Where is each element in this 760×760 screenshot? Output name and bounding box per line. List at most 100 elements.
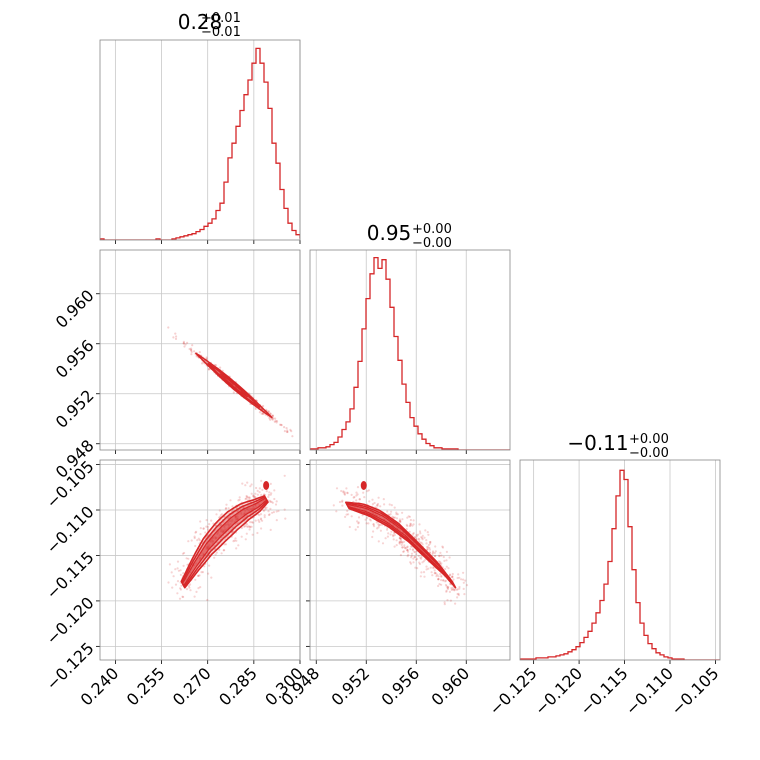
scatter-point: [346, 492, 349, 495]
title-param1-plus: +0.00: [412, 222, 452, 237]
scatter-point: [190, 353, 193, 356]
scatter-point: [437, 578, 440, 581]
scatter-point: [344, 515, 347, 519]
scatter-point: [269, 507, 272, 510]
frame-contour-0-1: [99, 249, 301, 451]
scatter-point: [202, 552, 205, 556]
scatter-point: [442, 555, 445, 559]
scatter-point: [210, 576, 213, 579]
scatter-point: [367, 489, 370, 492]
scatter-point: [204, 531, 207, 534]
scatter-point: [199, 527, 202, 530]
scatter-point: [409, 524, 412, 527]
xtick-label: 0.270: [169, 664, 215, 710]
scatter-point: [255, 486, 258, 490]
scatter-point: [258, 520, 261, 524]
scatter-point: [195, 530, 198, 534]
scatter-point: [181, 595, 184, 598]
scatter-point: [420, 541, 423, 545]
scatter-point: [409, 522, 412, 525]
scatter-point: [460, 578, 463, 581]
scatter-point: [198, 539, 201, 542]
scatter-point: [246, 507, 249, 511]
scatter-point: [236, 515, 239, 519]
histogram-param0: [100, 47, 300, 240]
scatter-point: [195, 590, 198, 594]
title-param1: 0.95: [367, 221, 412, 245]
title-param0: 0.28: [178, 10, 223, 34]
scatter-point: [205, 545, 208, 548]
scatter-point: [431, 574, 434, 577]
scatter-point: [247, 509, 250, 512]
title-param0-minus: −0.01: [201, 25, 241, 40]
scatter-point: [353, 495, 356, 499]
scatter-point: [446, 586, 449, 589]
scatter-point: [218, 548, 221, 551]
scatter-point: [377, 526, 380, 529]
scatter-point: [182, 342, 186, 345]
scatter-point: [283, 426, 286, 429]
scatter-point: [181, 552, 185, 555]
scatter-point: [427, 544, 430, 547]
scatter-point: [182, 564, 185, 568]
scatter-point: [364, 518, 367, 521]
scatter-point: [392, 535, 395, 538]
scatter-point: [193, 536, 196, 540]
scatter-point: [251, 521, 255, 524]
scatter-point: [240, 511, 243, 514]
scatter-point: [190, 347, 193, 350]
scatter-point: [395, 544, 398, 547]
scatter-point: [182, 595, 185, 599]
xtick-label: 0.240: [77, 664, 123, 710]
scatter-point: [190, 348, 193, 352]
scatter-point: [450, 588, 453, 592]
scatter-point: [249, 525, 252, 528]
panel-hist-param2: −0.11 +0.00 −0.00: [519, 431, 721, 664]
scatter-point: [341, 500, 344, 503]
scatter-point: [230, 510, 233, 513]
scatter-point: [437, 575, 440, 578]
scatter-point: [391, 534, 395, 537]
scatter-point: [194, 544, 197, 548]
scatter-point: [400, 541, 403, 544]
scatter-point: [372, 523, 375, 526]
scatter-point: [237, 499, 240, 502]
scatter-point: [355, 499, 358, 502]
xtick-label: −0.105: [667, 664, 722, 719]
scatter-point: [200, 571, 203, 574]
scatter-point: [210, 519, 213, 522]
scatter-point: [176, 592, 179, 595]
scatter-point: [246, 481, 249, 484]
scatter-point: [439, 551, 442, 555]
scatter-point: [400, 543, 403, 547]
scatter-point: [234, 515, 237, 518]
frame-hist-param1: [309, 249, 511, 451]
scatter-point: [386, 510, 389, 513]
scatter-point: [379, 523, 382, 527]
scatter-point: [418, 523, 421, 526]
scatter-point: [248, 528, 251, 531]
scatter-point: [245, 497, 248, 500]
panel-contour-param0-param2: −0.125−0.120−0.115−0.110−0.105 0.240 0.25…: [42, 457, 307, 710]
scatter-point: [342, 490, 345, 493]
scatter-point: [220, 552, 223, 555]
scatter-point: [388, 503, 391, 506]
scatter-point: [392, 516, 395, 519]
scatter-point: [414, 556, 417, 559]
scatter-point: [206, 546, 209, 550]
scatter-point: [240, 513, 243, 516]
scatter-point: [348, 525, 351, 529]
scatter-point: [378, 524, 381, 527]
scatter-point: [409, 548, 412, 551]
grid-hist-param1: [315, 250, 467, 454]
scatter-point: [378, 515, 381, 518]
scatter-point: [214, 537, 218, 540]
scatter-point: [250, 492, 253, 495]
scatter-point: [225, 523, 228, 526]
scatter-point: [233, 539, 236, 542]
scatter-point: [228, 519, 231, 523]
scatter-point: [395, 539, 398, 542]
scatter-point: [190, 350, 193, 354]
grid-contour-0-1: [96, 250, 301, 454]
